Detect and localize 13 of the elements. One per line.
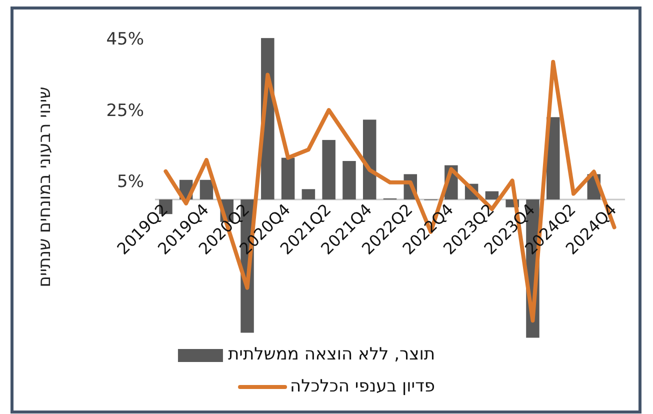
y-tick-label: 25% [106,100,144,121]
y-axis-title: שינוי רבעוני במונחים שנתיים [35,86,55,288]
bar [200,180,214,200]
bar [342,160,356,200]
y-tick-label: 45% [106,30,144,50]
legend-label: פדיון בענפי הכלכלה [290,376,435,397]
legend-label: תוצר, ללא הוצאה ממשלתית [228,344,435,365]
bar [322,140,336,200]
bar [281,158,295,200]
bar [362,120,376,200]
bar [485,191,499,200]
y-tick-label: 5% [117,172,144,192]
bar [302,189,316,200]
